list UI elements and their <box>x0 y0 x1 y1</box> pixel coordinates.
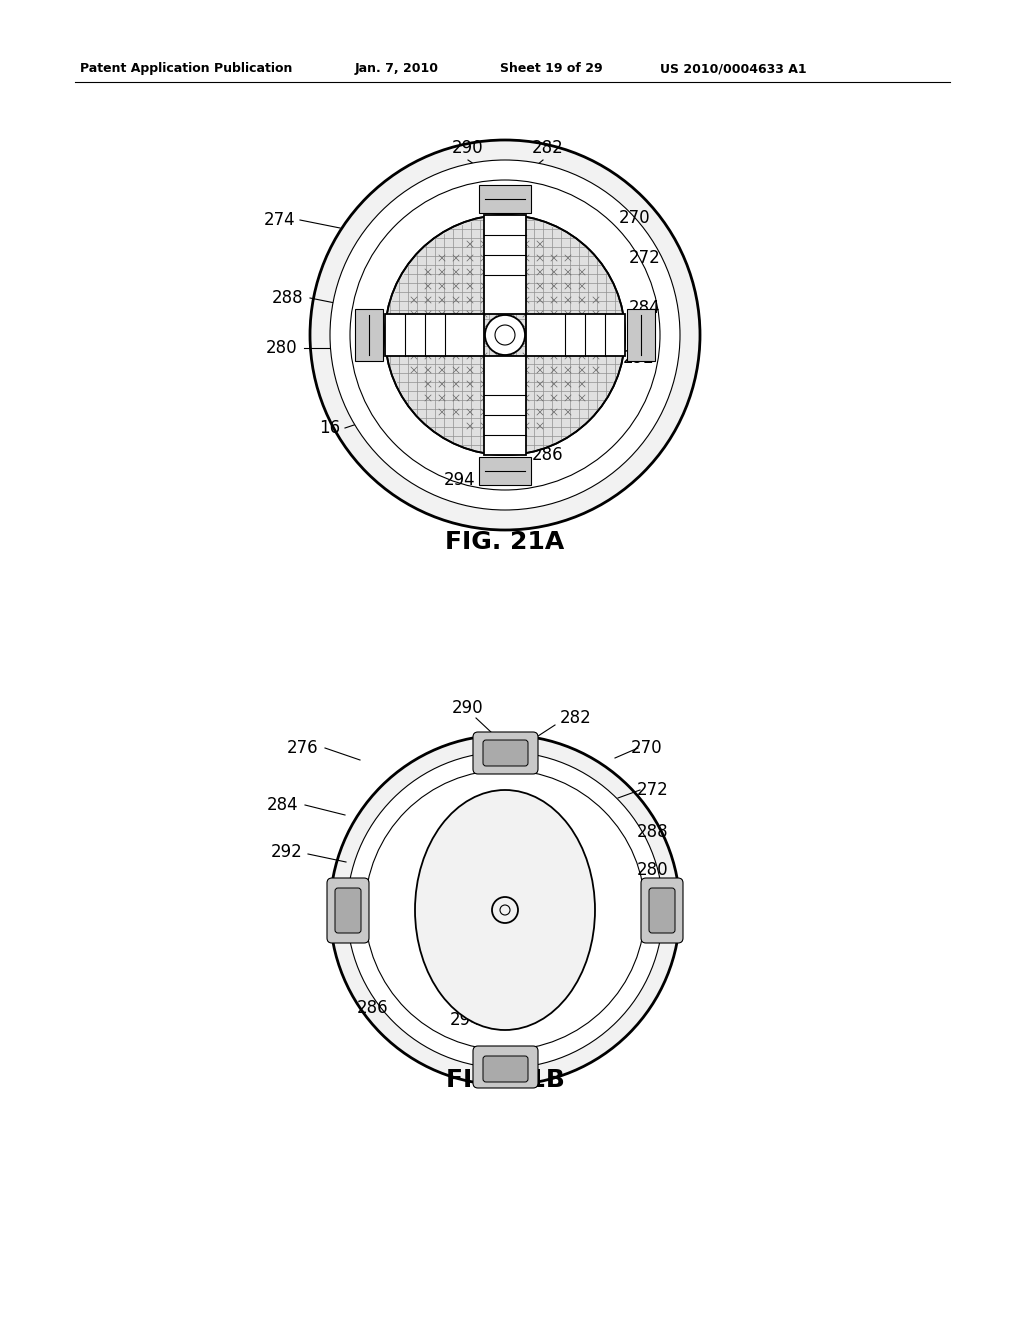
Text: 276: 276 <box>287 739 318 756</box>
FancyBboxPatch shape <box>335 888 361 933</box>
Text: 294: 294 <box>451 1011 482 1030</box>
Ellipse shape <box>350 180 660 490</box>
Text: Patent Application Publication: Patent Application Publication <box>80 62 293 75</box>
Bar <box>484 356 526 455</box>
Text: 288: 288 <box>272 289 304 308</box>
FancyBboxPatch shape <box>483 1056 528 1082</box>
Text: 292: 292 <box>270 843 302 861</box>
Bar <box>484 215 526 314</box>
Text: 286: 286 <box>356 999 388 1016</box>
Text: 290: 290 <box>453 139 483 157</box>
Bar <box>479 457 531 484</box>
Ellipse shape <box>385 215 625 455</box>
FancyBboxPatch shape <box>473 1045 538 1088</box>
FancyBboxPatch shape <box>327 878 369 942</box>
FancyBboxPatch shape <box>473 733 538 774</box>
Text: Jan. 7, 2010: Jan. 7, 2010 <box>355 62 439 75</box>
Text: 292: 292 <box>623 348 654 367</box>
Circle shape <box>347 752 663 1068</box>
Text: 282: 282 <box>560 709 592 727</box>
Ellipse shape <box>415 789 595 1030</box>
Ellipse shape <box>330 160 680 510</box>
Text: 288: 288 <box>636 822 668 841</box>
Text: 274: 274 <box>264 211 296 228</box>
Text: 290: 290 <box>453 700 483 717</box>
Bar <box>526 314 625 356</box>
Circle shape <box>485 315 525 355</box>
Text: 272: 272 <box>629 249 660 267</box>
Text: 294: 294 <box>444 471 476 488</box>
Ellipse shape <box>310 140 700 531</box>
Bar <box>355 309 383 360</box>
Text: 284: 284 <box>266 796 298 814</box>
Bar <box>627 309 655 360</box>
Text: 280: 280 <box>266 339 298 356</box>
FancyBboxPatch shape <box>649 888 675 933</box>
Text: 272: 272 <box>636 781 668 799</box>
Text: 282: 282 <box>532 139 564 157</box>
Text: 16: 16 <box>319 418 341 437</box>
FancyBboxPatch shape <box>641 878 683 942</box>
Text: 286: 286 <box>532 446 564 465</box>
Text: US 2010/0004633 A1: US 2010/0004633 A1 <box>660 62 807 75</box>
Text: FIG. 21B: FIG. 21B <box>445 1068 564 1092</box>
FancyBboxPatch shape <box>483 741 528 766</box>
Text: 280: 280 <box>636 861 668 879</box>
Text: FIG. 21A: FIG. 21A <box>445 531 564 554</box>
Bar <box>385 314 484 356</box>
Circle shape <box>365 770 645 1049</box>
Text: 284: 284 <box>629 300 660 317</box>
Text: 270: 270 <box>618 209 650 227</box>
Text: Sheet 19 of 29: Sheet 19 of 29 <box>500 62 603 75</box>
Text: 270: 270 <box>631 739 662 756</box>
Circle shape <box>330 735 680 1085</box>
Bar <box>479 185 531 213</box>
